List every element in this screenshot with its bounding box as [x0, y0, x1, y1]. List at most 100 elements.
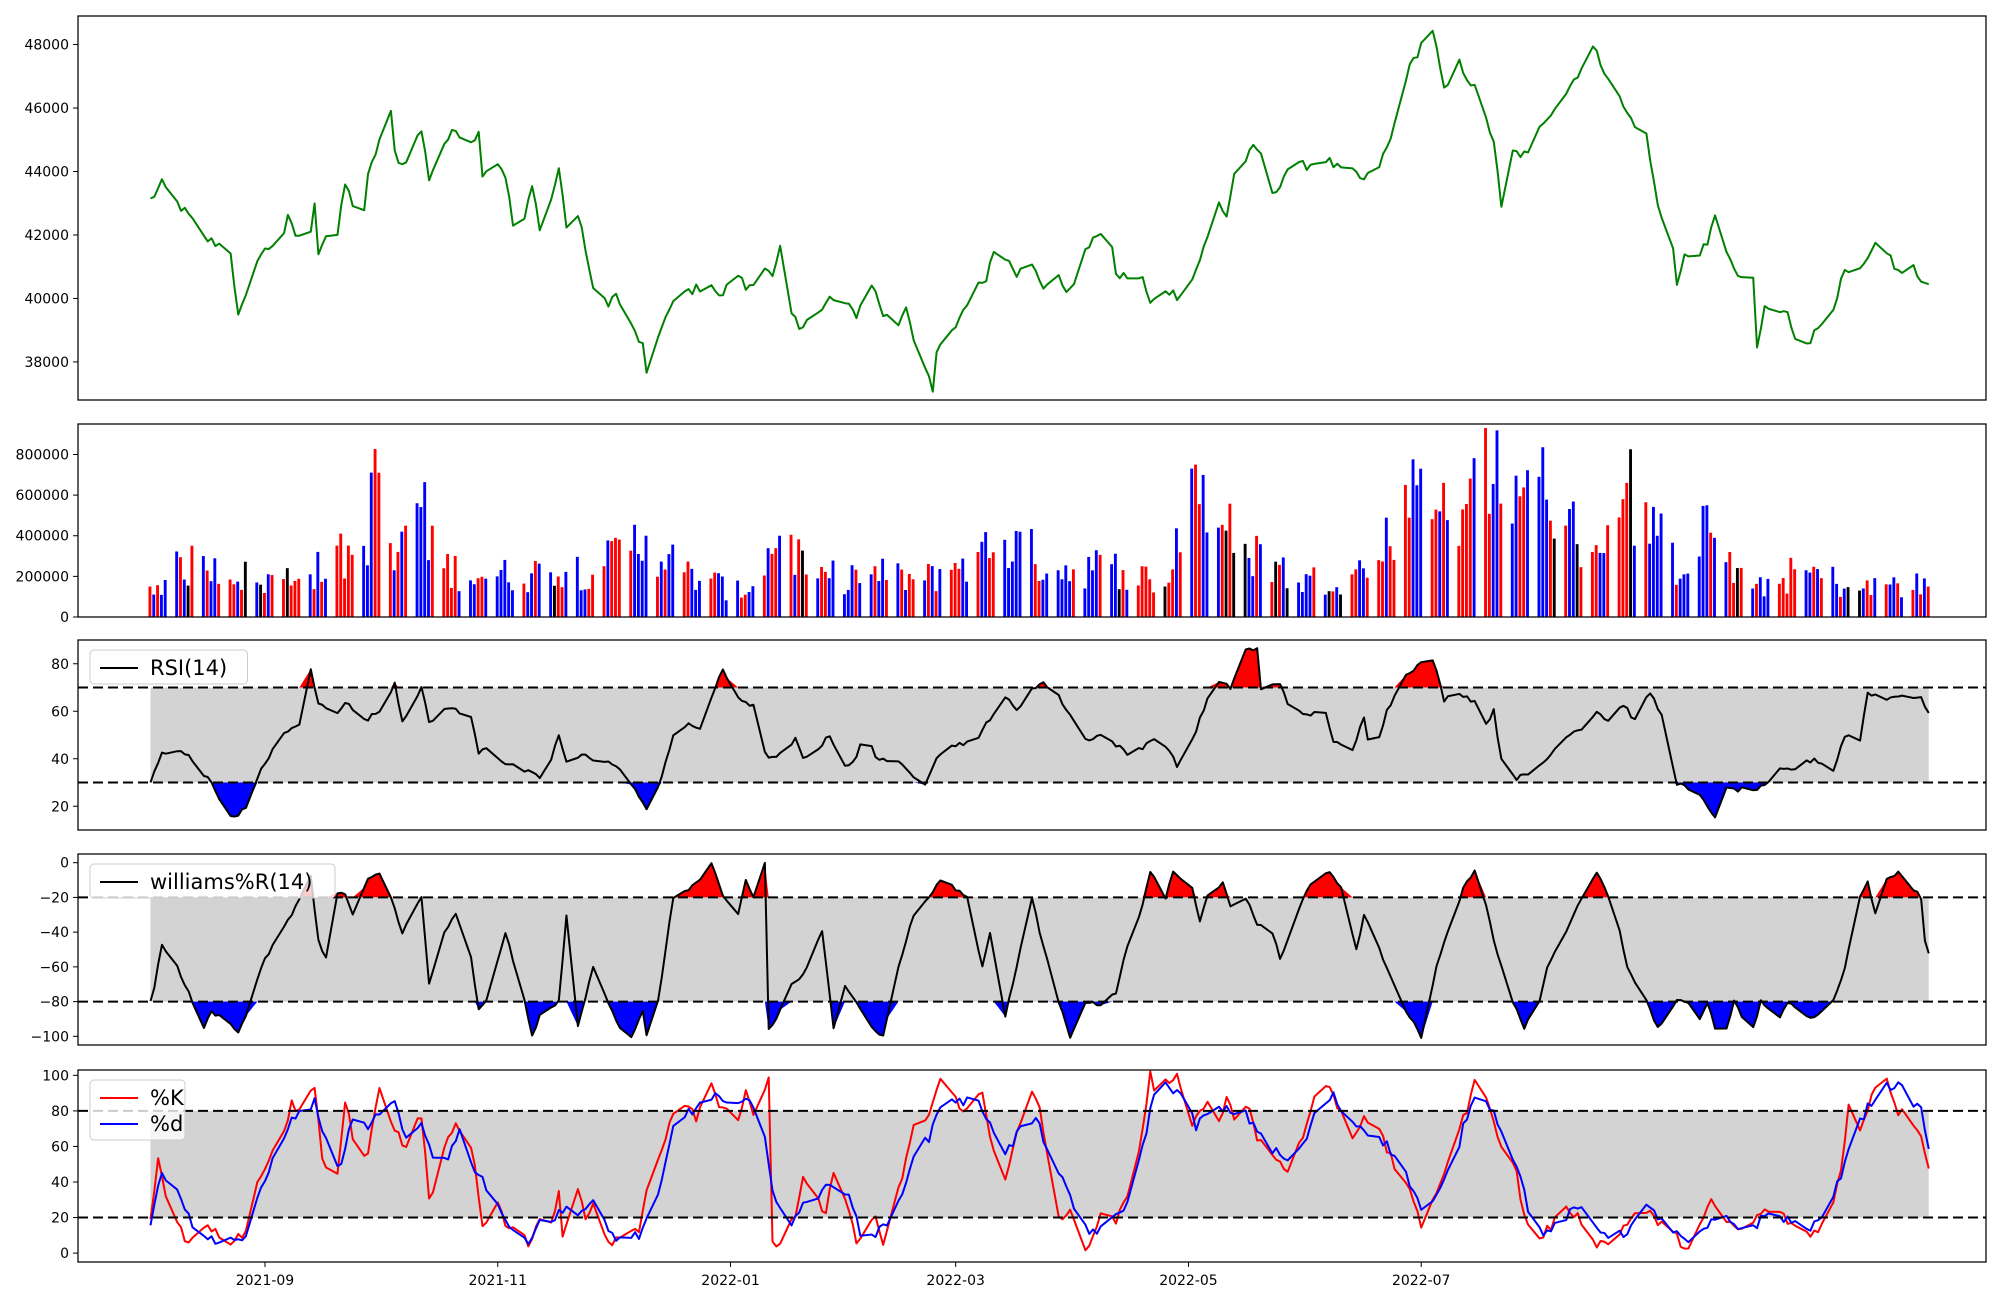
- volume-bar: [1755, 583, 1758, 617]
- volume-bar: [774, 548, 778, 617]
- x-tick-label: 2022-07: [1392, 1273, 1451, 1289]
- volume-bar: [1659, 513, 1663, 617]
- volume-bar: [709, 578, 713, 617]
- volume-bar: [1281, 557, 1285, 617]
- volume-bar: [1713, 537, 1716, 617]
- volume-bar: [1705, 505, 1709, 617]
- volume-bar: [1709, 532, 1713, 617]
- volume-ytick-label: 0: [60, 610, 69, 626]
- volume-bar: [1205, 532, 1209, 617]
- volume-bar: [1407, 517, 1411, 617]
- volume-bar: [694, 589, 698, 617]
- volume-bar: [1922, 578, 1926, 617]
- volume-bar: [148, 586, 152, 617]
- volume-bar: [297, 578, 301, 617]
- williams-ytick-label: −60: [39, 960, 69, 976]
- volume-bar: [1087, 556, 1091, 617]
- rsi-ytick-label: 40: [51, 752, 69, 768]
- volume-bar: [1590, 551, 1594, 617]
- price-ytick-label: 44000: [24, 165, 69, 181]
- volume-bar: [1148, 579, 1152, 617]
- volume-bar: [350, 554, 354, 617]
- volume-bar: [804, 574, 808, 617]
- volume-bar: [1068, 581, 1072, 617]
- volume-bar: [182, 579, 186, 617]
- volume-bar: [896, 563, 900, 617]
- volume-bar: [831, 560, 835, 617]
- volume-bar: [1842, 588, 1846, 617]
- volume-bar: [289, 585, 293, 617]
- price-ytick-label: 38000: [24, 355, 69, 371]
- volume-bar: [873, 566, 877, 617]
- stochastic-frame: [77, 1069, 1987, 1263]
- volume-bar: [1682, 574, 1686, 617]
- volume-bar: [243, 561, 247, 617]
- volume-bar: [1060, 579, 1064, 617]
- volume-bar: [1110, 564, 1114, 617]
- volume-bar: [1869, 595, 1873, 617]
- volume-bar: [720, 576, 724, 617]
- volume-bar: [869, 574, 873, 617]
- volume-bar: [1064, 565, 1068, 617]
- williams-frame: [77, 853, 1987, 1046]
- volume-bar: [1411, 459, 1415, 617]
- volume-bar: [793, 574, 797, 617]
- volume-bar: [1255, 535, 1259, 617]
- volume-bar: [900, 569, 904, 617]
- volume-bar: [507, 582, 511, 617]
- volume-bar: [1003, 539, 1007, 617]
- volume-bar: [1071, 569, 1075, 617]
- volume-bar: [614, 537, 617, 617]
- volume-bar: [698, 580, 701, 617]
- volume-bar: [610, 541, 614, 617]
- volume-bar: [934, 591, 938, 617]
- volume-bar: [152, 594, 156, 617]
- volume-bar: [1884, 584, 1888, 617]
- volume-bar: [453, 556, 457, 617]
- volume-bar: [404, 525, 408, 617]
- volume-bar: [1251, 576, 1255, 617]
- volume-bar: [1304, 574, 1308, 617]
- volume-bar: [1831, 566, 1835, 617]
- volume-bar: [606, 540, 610, 617]
- volume-bar: [1644, 502, 1648, 617]
- volume-bar: [1598, 552, 1602, 617]
- volume-bar: [1419, 468, 1423, 617]
- volume-bar: [877, 581, 881, 617]
- volume-bar: [1552, 538, 1556, 617]
- volume-bar: [343, 578, 346, 617]
- volume-bar: [511, 590, 514, 617]
- volume-bar: [743, 594, 747, 617]
- volume-bar: [346, 545, 350, 617]
- volume-bar: [953, 562, 957, 617]
- price-ytick-label: 46000: [24, 101, 69, 117]
- volume-bar: [1041, 579, 1045, 617]
- volume-ytick-label: 800000: [16, 447, 69, 463]
- volume-bar: [1846, 587, 1850, 617]
- volume-bar: [1278, 564, 1281, 617]
- volume-bar: [232, 584, 236, 617]
- volume-bar: [1652, 506, 1655, 617]
- williams-legend-label: williams%R(14): [150, 870, 312, 894]
- rsi-ytick-label: 80: [51, 657, 69, 673]
- volume-bar: [369, 472, 373, 617]
- volume-bar: [1522, 487, 1526, 617]
- rsi-legend: [89, 649, 248, 685]
- volume-bar: [366, 565, 369, 617]
- volume-bar: [617, 539, 621, 617]
- rsi-frame: [77, 639, 1987, 831]
- williams-band: [150, 897, 1929, 1002]
- volume-bar: [1816, 569, 1819, 617]
- williams-series-line-0: [149, 861, 1930, 1039]
- volume-bar: [1327, 591, 1331, 617]
- volume-bar: [316, 551, 320, 617]
- volume-bar: [770, 553, 774, 617]
- volume-bar: [415, 503, 419, 617]
- volume-bar: [205, 570, 209, 617]
- stochastic-ytick-label: 60: [51, 1139, 69, 1155]
- volume-bar: [163, 579, 167, 617]
- volume-bar: [1197, 504, 1201, 617]
- volume-bar: [1339, 594, 1342, 617]
- volume-bar: [823, 571, 827, 617]
- volume-bar: [392, 570, 396, 617]
